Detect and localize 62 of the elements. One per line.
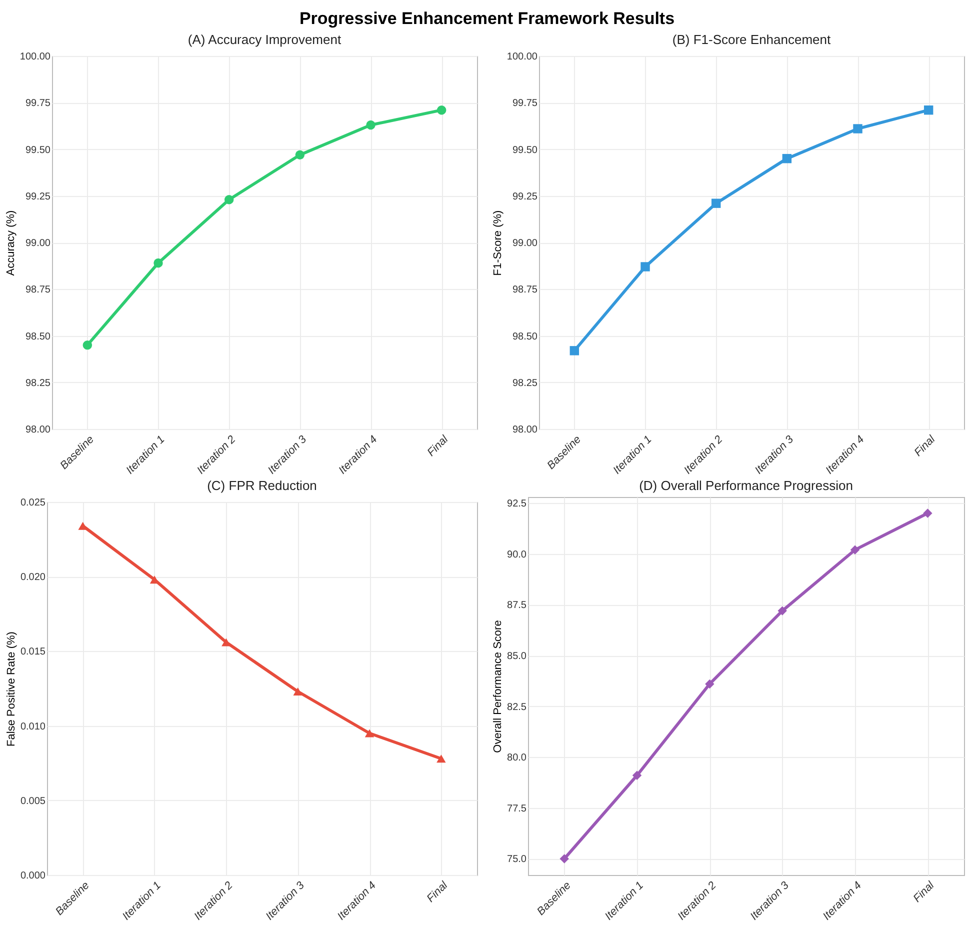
point [778,606,787,616]
point [295,150,305,160]
point [924,105,934,115]
y-tick-label: 98.25 [512,378,538,389]
point [705,679,714,689]
text: Progressive Enhancement Framework Results [299,9,675,28]
y-tick-label: 98.25 [25,378,51,389]
point [366,120,376,130]
chart-title: (C) FPR Reduction [207,478,317,493]
y-tick-label: 99.00 [512,238,538,249]
point [711,198,721,208]
y-tick-label: 99.50 [512,144,538,156]
y-tick-label: 80.0 [507,752,527,764]
y-tick-label: 87.5 [507,600,527,612]
y-tick-label: 0.015 [20,646,46,658]
chart-title: (D) Overall Performance Progression [639,478,853,493]
point [82,340,92,350]
y-tick-label: 99.25 [25,191,51,202]
point [853,124,862,134]
y-tick-label: 98.50 [512,331,538,342]
y-tick-label: 0.020 [20,572,46,584]
chart-title: (B) F1-Score Enhancement [672,32,832,47]
point [850,545,860,554]
y-tick-label: 98.75 [512,284,538,296]
y-tick-label: 0.010 [20,721,46,732]
point [570,346,580,356]
point [632,770,642,780]
point [560,854,569,864]
point [923,508,932,518]
y-tick-label: 92.5 [507,498,527,510]
y-axis-title: Accuracy (%) [4,210,17,276]
y-tick-label: 75.0 [507,854,527,866]
point [154,258,163,268]
y-axis-title: F1-Score (%) [492,210,504,276]
point [364,729,374,738]
chart-title: (A) Accuracy Improvement [188,32,342,47]
y-tick-label: 98.00 [25,424,51,436]
y-tick-label: 82.5 [507,702,527,713]
point [782,154,792,164]
y-tick-label: 99.25 [512,191,538,202]
y-tick-label: 98.50 [25,331,51,342]
point [436,754,446,763]
point [436,105,446,115]
y-tick-label: 98.00 [512,424,538,436]
y-tick-label: 99.50 [25,144,51,156]
y-tick-label: 100.00 [20,52,51,62]
y-tick-label: 90.0 [507,549,527,560]
point [224,195,234,204]
y-tick-label: 99.75 [25,98,51,110]
y-tick-label: 100.00 [506,52,538,62]
y-tick-label: 77.5 [507,803,527,814]
y-tick-label: 99.75 [512,98,538,110]
y-tick-label: 98.75 [25,284,51,296]
y-axis-title: Overall Performance Score [492,620,504,753]
y-tick-label: 85.0 [507,651,527,662]
y-tick-label: 0.005 [20,796,46,807]
point [640,262,650,272]
y-axis-title: False Positive Rate (%) [5,632,18,746]
y-tick-label: 0.000 [20,870,46,882]
point [293,687,302,696]
y-tick-label: 99.00 [25,238,51,249]
y-tick-label: 0.025 [20,498,46,508]
